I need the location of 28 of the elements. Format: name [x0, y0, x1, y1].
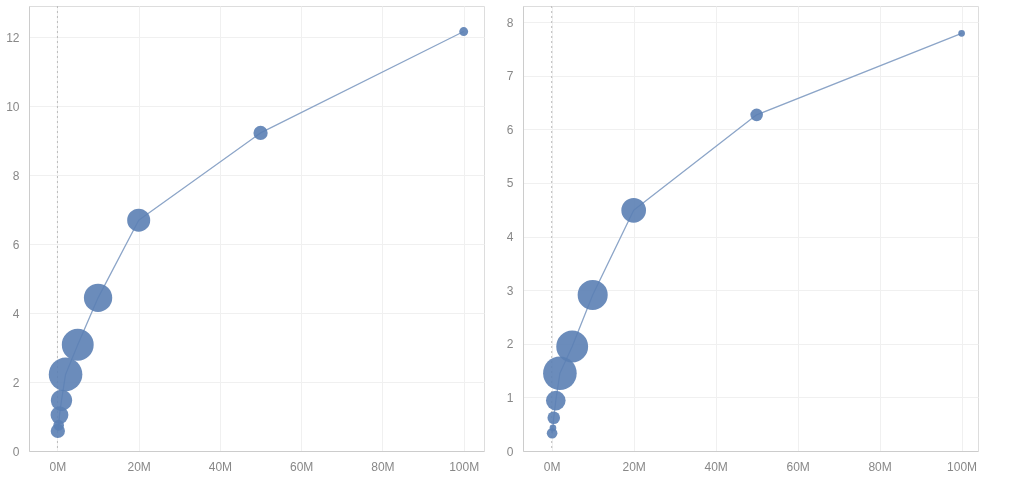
y-tick-label: 5	[506, 176, 514, 191]
y-tick-label: 2	[506, 337, 514, 352]
y-tick-label: 2	[12, 375, 20, 390]
y-tick-label: 4	[12, 306, 20, 321]
x-tick-label: 20M	[622, 459, 646, 474]
x-tick-label: 80M	[371, 459, 395, 474]
x-tick-label: 80M	[868, 459, 892, 474]
x-tick-label: 0M	[49, 459, 67, 474]
y-tick-label: 6	[506, 122, 514, 137]
y-tick-label: 10	[6, 99, 20, 114]
y-tick-label: 0	[12, 444, 20, 459]
y-tick-label: 1	[506, 390, 514, 405]
y-tick-label: 0	[506, 444, 514, 459]
x-tick-label: 100M	[449, 459, 480, 474]
x-tick-label: 0M	[543, 459, 561, 474]
y-tick-label: 8	[12, 168, 20, 183]
x-tick-label: 40M	[208, 459, 233, 474]
x-tick-label: 60M	[786, 459, 810, 474]
x-tick-label: 20M	[127, 459, 151, 474]
y-tick-label: 7	[506, 69, 514, 84]
y-tick-label: 4	[506, 230, 514, 245]
y-tick-label: 8	[506, 15, 514, 30]
x-tick-label: 40M	[704, 459, 728, 474]
y-tick-label: 3	[506, 283, 514, 298]
y-tick-label: 12	[6, 30, 20, 45]
y-tick-label: 6	[12, 237, 20, 252]
x-tick-label: 60M	[290, 459, 314, 474]
x-tick-label: 100M	[947, 459, 978, 474]
